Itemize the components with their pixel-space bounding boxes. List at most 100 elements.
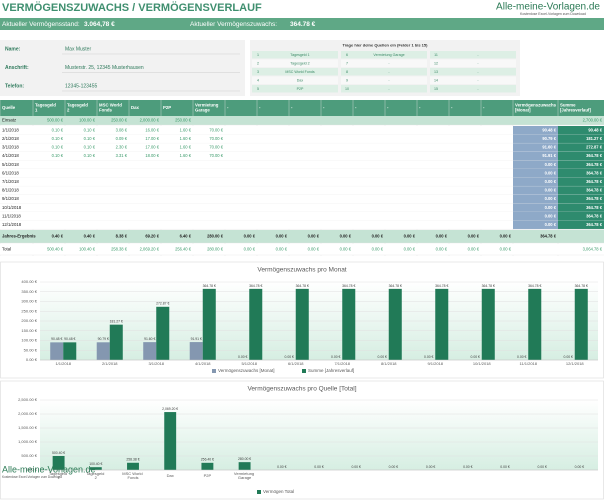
x-tick-label: 2/1/2018 [102, 361, 118, 366]
x-tick-label: P2P [204, 473, 212, 478]
table-cell: 70.00 € [209, 127, 223, 132]
table-cell: 0.10 € [84, 127, 96, 132]
data-label: 0.00 € [500, 465, 510, 469]
row-label: 6/1/2018 [2, 170, 19, 175]
column-header: Vermögenszuwachs [Monat] [515, 103, 557, 113]
info-label: Telefon: [5, 83, 24, 89]
table-cell: 70.00 € [209, 153, 223, 158]
source-name: - [388, 78, 390, 82]
data-label: 181.27 € [110, 320, 123, 324]
data-label: 364.78 € [342, 284, 355, 288]
x-tick-label: 6/1/2018 [288, 361, 304, 366]
chart-title: Vermögenszuwachs pro Monat [257, 267, 346, 274]
bar [249, 288, 263, 360]
table-cell: 0.00 € [500, 247, 512, 252]
bar [202, 288, 216, 360]
row-label: 5/1/2018 [2, 162, 19, 167]
summe-cell [558, 151, 604, 161]
bar [89, 467, 102, 470]
table-cell: 364.78 € [586, 162, 603, 167]
bar [96, 342, 110, 360]
sources-title: Trage hier deine Quellen ein (Felder 1 b… [343, 43, 429, 48]
source-name: MSC World Fonds [285, 70, 314, 74]
table-cell: 0.00 € [545, 162, 557, 167]
table-cell: 364.78 € [586, 170, 603, 175]
source-name: Tagesgeld 2 [290, 61, 309, 65]
source-cell [341, 59, 427, 67]
data-label: 91.91 € [191, 337, 202, 341]
logo: Alle-meine-Vorlagen.de [496, 2, 600, 13]
source-name: Dax [297, 78, 304, 82]
source-name: - [388, 70, 390, 74]
source-name: P2P [297, 87, 304, 91]
data-label: 256.40 € [201, 458, 214, 462]
table-cell: 91.60 € [542, 145, 556, 150]
legend-label: Vermögen Total [263, 489, 294, 494]
column-header: Vermietung Garage [195, 103, 220, 113]
summe-cell [558, 212, 604, 221]
source-cell [252, 51, 338, 59]
source-cell [252, 68, 338, 76]
data-label: 91.60 € [144, 337, 155, 341]
y-tick-label: 0.00 € [26, 357, 38, 362]
table-cell: 0.00 € [404, 234, 416, 239]
table-row-bg [0, 194, 604, 204]
table-row-bg [0, 160, 604, 169]
table-cell: 2,700.00 € [583, 118, 603, 123]
source-cell [430, 68, 516, 76]
table-cell: 3,064.78 € [583, 247, 603, 252]
data-label: 364.78 € [249, 284, 262, 288]
table-cell: 1.60 € [180, 127, 192, 132]
table-cell: 0.00 € [276, 247, 288, 252]
summe-cell [558, 143, 604, 152]
data-label: 0.00 € [424, 355, 434, 359]
row-label: 7/1/2018 [2, 179, 19, 184]
source-number: 12 [434, 61, 438, 65]
x-tick-label: 7/1/2018 [334, 361, 350, 366]
data-label: 90.79 € [98, 337, 109, 341]
data-label: 364.78 € [296, 284, 309, 288]
table-cell: 0.40 € [52, 234, 64, 239]
bar [164, 412, 177, 470]
x-tick-label: 3/1/2018 [148, 361, 164, 366]
data-label: 272.87 € [156, 302, 169, 306]
x-tick-label: 10/1/2018 [473, 361, 492, 366]
zuwachs-cell [513, 212, 558, 221]
table-cell: 0.00 € [436, 234, 448, 239]
table-cell: 6.40 € [180, 234, 192, 239]
bar [435, 288, 449, 360]
data-label: 364.78 € [435, 284, 448, 288]
table-cell: 17.00 € [145, 145, 159, 150]
data-label: 364.78 € [528, 284, 541, 288]
data-label: 0.00 € [351, 465, 361, 469]
table-cell: 90.48 € [542, 127, 556, 132]
table-cell: 69.20 € [145, 234, 159, 239]
info-value: Musterstr. 25, 12345 Musterhausen [65, 65, 144, 71]
row-label: 9/1/2018 [2, 196, 19, 201]
table-cell: 91.91 € [542, 153, 556, 158]
table-cell: 0.00 € [545, 205, 557, 210]
row-label: Total [2, 247, 11, 252]
summe-cell [558, 160, 604, 169]
row-label: 8/1/2018 [2, 188, 19, 193]
row-label: 11/1/2018 [2, 213, 21, 218]
table-cell: 70.00 € [209, 145, 223, 150]
row-label: 10/1/2018 [2, 205, 22, 210]
table-cell: 1.60 € [180, 136, 192, 141]
column-header: - [291, 105, 293, 110]
source-number: 6 [346, 53, 348, 57]
bar [50, 342, 64, 360]
x-tick-label: 1/1/2018 [55, 361, 71, 366]
zuwachs-cell [513, 186, 558, 195]
y-tick-label: 500.00 € [21, 453, 37, 458]
page-title: VERMÖGENSZUWACHS / VERMÖGENSVERLAUF [2, 1, 262, 14]
zuwachs-cell [513, 126, 558, 135]
table-cell: 2,000.00 € [140, 118, 160, 123]
data-label: 0.00 € [564, 355, 574, 359]
source-number: 4 [257, 78, 259, 82]
row-label: 3/1/2018 [2, 145, 19, 150]
y-tick-label: 0.00 € [26, 467, 38, 472]
table-header-bg [0, 100, 604, 116]
column-header: Tagesgeld 1 [35, 103, 57, 113]
table-cell: 2,069.20 € [140, 247, 160, 252]
